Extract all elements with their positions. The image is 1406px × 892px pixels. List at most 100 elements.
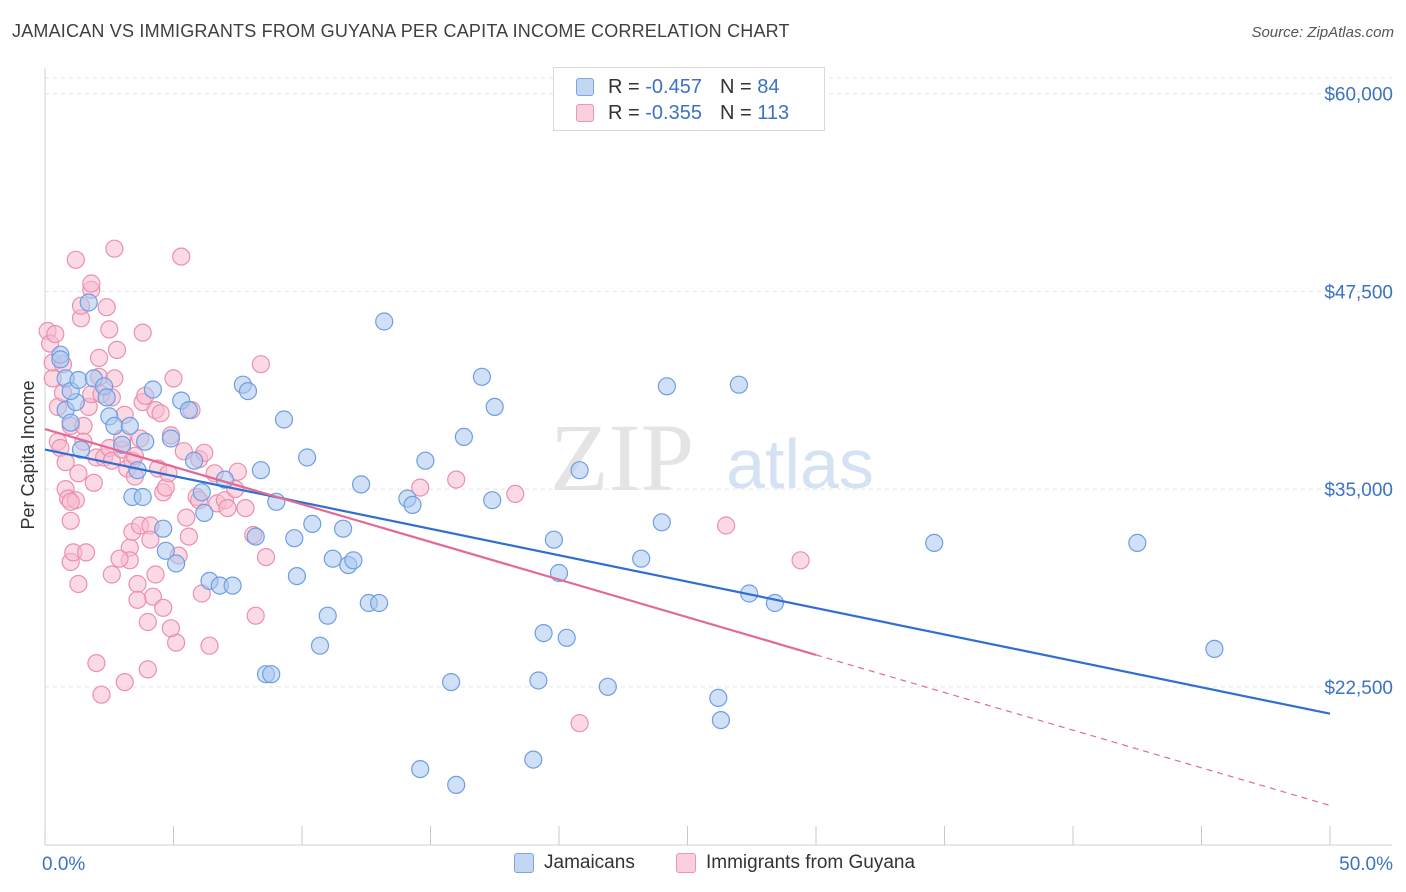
x-tick-label: 50.0% <box>1339 854 1393 875</box>
jamaican-point <box>195 503 214 523</box>
jamaican-point <box>192 483 211 502</box>
guyana-point <box>110 549 129 568</box>
source-credit: Source: ZipAtlas.com <box>1251 24 1394 41</box>
jamaican-point <box>411 759 430 779</box>
guyana-point <box>66 250 85 269</box>
guyana-point <box>128 574 147 594</box>
jamaican-point <box>370 593 389 613</box>
guyana-point <box>506 484 525 503</box>
jamaican-point <box>185 451 204 470</box>
guyana-point <box>133 323 152 342</box>
legend-r-label: R = <box>608 101 640 124</box>
jamaican-point <box>298 448 317 467</box>
guyana-point <box>105 239 124 258</box>
jamaican-point <box>79 293 98 312</box>
jamaican-point <box>51 350 70 369</box>
guyana-point <box>246 606 265 625</box>
jamaican-point <box>652 513 671 532</box>
jamaican-point <box>711 710 731 730</box>
jamaican-point <box>251 461 270 480</box>
watermark-atlas: atlas <box>726 425 874 503</box>
x-tick-labels: 0.0% 50.0% <box>42 854 1393 875</box>
guyana-point <box>172 247 191 266</box>
legend-row-jamaicans: R = -0.457 N = 84 <box>576 75 779 99</box>
jamaican-point <box>454 427 473 446</box>
guyana-point <box>115 672 134 692</box>
jamaican-point <box>729 375 749 394</box>
jamaican-point <box>403 495 422 514</box>
series-jamaicans-points <box>51 293 1224 795</box>
guyana-point <box>791 551 810 570</box>
legend-n-value: 84 <box>757 75 780 98</box>
guyana-point <box>141 530 160 549</box>
watermark-zip: ZIP <box>550 404 694 511</box>
jamaican-point <box>598 677 617 696</box>
y-tick-label: $22,500 <box>1324 678 1393 699</box>
guyana-point <box>154 598 173 617</box>
guyana-point <box>447 470 466 489</box>
jamaican-point <box>352 475 371 494</box>
series-legend: Jamaicans Immigrants from Guyana <box>0 850 1406 878</box>
legend-item-jamaicans[interactable]: Jamaicans <box>514 852 635 874</box>
jamaican-point <box>447 775 466 795</box>
trend-line-guyana <box>44 427 817 656</box>
jamaican-point <box>442 672 461 692</box>
guyana-point <box>84 473 103 492</box>
y-tick-label: $47,500 <box>1324 282 1393 303</box>
guyana-point <box>89 348 109 367</box>
guyana-point <box>97 298 116 317</box>
jamaican-point <box>529 671 548 690</box>
jamaican-point <box>167 554 186 573</box>
legend-item-guyana[interactable]: Immigrants from Guyana <box>676 852 915 874</box>
jamaican-point <box>69 370 88 390</box>
jamaican-point <box>310 636 330 655</box>
jamaican-point <box>1205 639 1224 659</box>
jamaican-point <box>97 388 116 407</box>
guyana-point <box>138 660 157 679</box>
legend-swatch-blue <box>514 853 534 873</box>
guyana-point <box>251 355 270 374</box>
jamaican-point <box>334 519 353 538</box>
guyana-point <box>92 685 111 704</box>
jamaican-point <box>238 382 258 401</box>
jamaican-point <box>416 451 435 470</box>
guyana-point <box>236 499 255 518</box>
legend-swatch-pink <box>576 104 594 122</box>
legend-n-label: N = <box>719 75 752 98</box>
legend-swatch-blue <box>576 78 594 96</box>
guyana-point <box>200 636 219 655</box>
jamaican-point <box>287 566 306 586</box>
jamaican-point <box>557 628 576 647</box>
guyana-point <box>256 547 276 567</box>
x-tick-label: 0.0% <box>42 854 85 875</box>
jamaican-point <box>136 432 155 451</box>
legend-label-jamaicans: Jamaicans <box>544 852 635 873</box>
stats-legend: R = -0.457 N = 84 R = -0.355 N = 113 <box>553 67 825 131</box>
legend-r-value: -0.457 <box>645 75 702 98</box>
chart-title: JAMAICAN VS IMMIGRANTS FROM GUYANA PER C… <box>12 21 790 41</box>
guyana-point <box>128 590 147 609</box>
guyana-point <box>570 714 589 733</box>
legend-row-guyana: R = -0.355 N = 113 <box>576 101 789 125</box>
jamaican-point <box>112 435 132 454</box>
guyana-point <box>61 492 80 511</box>
jamaican-point <box>485 397 504 416</box>
guyana-point <box>151 404 170 423</box>
jamaican-point <box>375 312 394 331</box>
legend-r-label: R = <box>608 75 640 98</box>
legend-label-guyana: Immigrants from Guyana <box>706 852 916 873</box>
jamaican-point <box>472 367 491 386</box>
jamaican-point <box>285 529 304 548</box>
guyana-point <box>161 619 180 638</box>
jamaican-point <box>120 416 139 435</box>
axes <box>44 68 1392 846</box>
guyana-point <box>107 340 127 359</box>
guyana-point <box>218 499 237 518</box>
guyana-point <box>87 653 106 673</box>
guyana-point <box>69 574 88 594</box>
legend-n-value: 113 <box>757 101 790 124</box>
guyana-point <box>146 565 165 584</box>
jamaican-point <box>323 549 342 568</box>
jamaican-point <box>925 533 944 553</box>
trend-lines <box>44 427 1331 807</box>
